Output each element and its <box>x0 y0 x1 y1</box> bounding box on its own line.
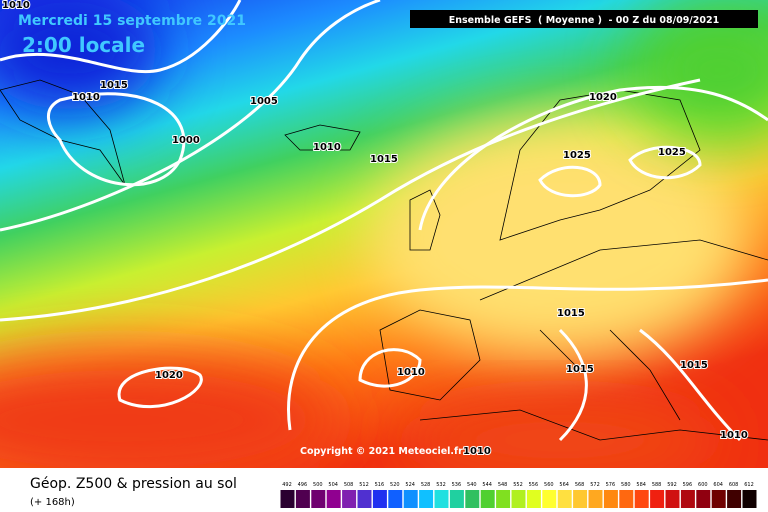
colorbar-swatch <box>619 490 634 508</box>
colorbar-label: 512 <box>359 482 369 488</box>
model-label: Ensemble GEFS ( Moyenne ) - 00 Z du 08/0… <box>449 15 719 26</box>
colorbar-swatch <box>573 490 588 508</box>
colorbar-label: 588 <box>652 482 662 488</box>
colorbar-label: 608 <box>729 482 739 488</box>
colorbar-label: 580 <box>621 482 631 488</box>
colorbar-label: 584 <box>636 482 646 488</box>
isobars <box>0 0 768 440</box>
colorbar-swatch <box>496 490 511 508</box>
colorbar-label: 524 <box>405 482 415 488</box>
colorbar-label: 520 <box>390 482 400 488</box>
colorbar-swatch <box>357 490 372 508</box>
colorbar-swatch <box>634 490 649 508</box>
colorbar-swatch <box>665 490 680 508</box>
isobar-label: 1000 <box>172 135 200 146</box>
colorbar-swatch <box>526 490 541 508</box>
isobar-label: 1010 <box>463 446 491 457</box>
colorbar-label: 576 <box>606 482 616 488</box>
isobar-label: 1025 <box>658 147 686 158</box>
colorbar-label: 612 <box>744 482 754 488</box>
footer-title: Géop. Z500 & pression au sol <box>30 476 237 492</box>
colorbar-swatch <box>650 490 665 508</box>
colorbar-swatch <box>434 490 449 508</box>
colorbar-label: 564 <box>559 482 569 488</box>
colorbar-swatch <box>419 490 434 508</box>
isobar-label: 1010 <box>72 92 100 103</box>
colorbar-label: 504 <box>328 482 338 488</box>
isobar-label: 1010 <box>720 430 748 441</box>
isobar-label: 1020 <box>155 370 183 381</box>
footer-lead: (+ 168h) <box>30 497 75 508</box>
colorbar-label: 496 <box>298 482 308 488</box>
colorbar-swatch <box>311 490 326 508</box>
colorbar-label: 560 <box>544 482 554 488</box>
colorbar-swatch <box>326 490 341 508</box>
date-label: Mercredi 15 septembre 2021 <box>18 13 246 29</box>
colorbar-label: 556 <box>529 482 539 488</box>
isobar-label: 1015 <box>566 364 594 375</box>
isobar-label: 1020 <box>589 92 617 103</box>
colorbar-label: 500 <box>313 482 323 488</box>
colorbar-label: 572 <box>590 482 600 488</box>
colorbar-label: 596 <box>683 482 693 488</box>
colorbar-swatch <box>403 490 418 508</box>
colorbar-label: 592 <box>667 482 677 488</box>
field <box>0 0 768 490</box>
colorbar-label: 544 <box>482 482 492 488</box>
colorbar-label: 548 <box>498 482 508 488</box>
colorbar-label: 552 <box>513 482 523 488</box>
colorbar-swatch <box>342 490 357 508</box>
isobar-label: 1005 <box>250 96 278 107</box>
colorbar-swatch <box>295 490 310 508</box>
model-box <box>410 10 758 28</box>
colorbar-swatch <box>588 490 603 508</box>
colorbar-swatch <box>696 490 711 508</box>
isobar-label: 1010 <box>313 142 341 153</box>
colorbar-label: 536 <box>452 482 462 488</box>
isobar-label: 1010 <box>397 367 425 378</box>
colorbar-label: 568 <box>575 482 585 488</box>
colorbar-label: 604 <box>713 482 723 488</box>
colorbar-swatch <box>388 490 403 508</box>
copyright: Copyright © 2021 Meteociel.fr <box>300 446 463 457</box>
isobar-label: 1015 <box>557 308 585 319</box>
colorbar-swatch <box>711 490 726 508</box>
colorbar-swatch <box>511 490 526 508</box>
colorbar-label: 508 <box>344 482 354 488</box>
isobar-label: 1015 <box>370 154 398 165</box>
colorbar-swatch <box>742 490 757 508</box>
colorbar: 492 496 500 504 508 512 516 520 524 528 532 536 540 5… <box>280 482 757 508</box>
time-label: 2:00 locale <box>22 33 145 57</box>
colorbar-label: 540 <box>467 482 477 488</box>
colorbar-swatch <box>465 490 480 508</box>
colorbar-swatch <box>480 490 495 508</box>
isobar-label: 1025 <box>563 150 591 161</box>
colorbar-swatch <box>557 490 572 508</box>
colorbar-label: 532 <box>436 482 446 488</box>
colorbar-swatch <box>542 490 557 508</box>
colorbar-label: 516 <box>375 482 385 488</box>
isobar-label: 1015 <box>680 360 708 371</box>
colorbar-swatch <box>603 490 618 508</box>
colorbar-swatch <box>372 490 387 508</box>
colorbar-swatch <box>449 490 464 508</box>
colorbar-swatch <box>727 490 742 508</box>
isobar-label: 1015 <box>100 80 128 91</box>
colorbar-label: 492 <box>282 482 292 488</box>
colorbar-swatch <box>680 490 695 508</box>
isobar-label: 1010 <box>2 0 30 11</box>
colorbar-label: 528 <box>421 482 431 488</box>
isobar-labels: 1010 1015 1010 1005 1000 1010 1015 1020 … <box>1 0 749 458</box>
colorbar-swatch <box>280 490 295 508</box>
colorbar-label: 600 <box>698 482 708 488</box>
